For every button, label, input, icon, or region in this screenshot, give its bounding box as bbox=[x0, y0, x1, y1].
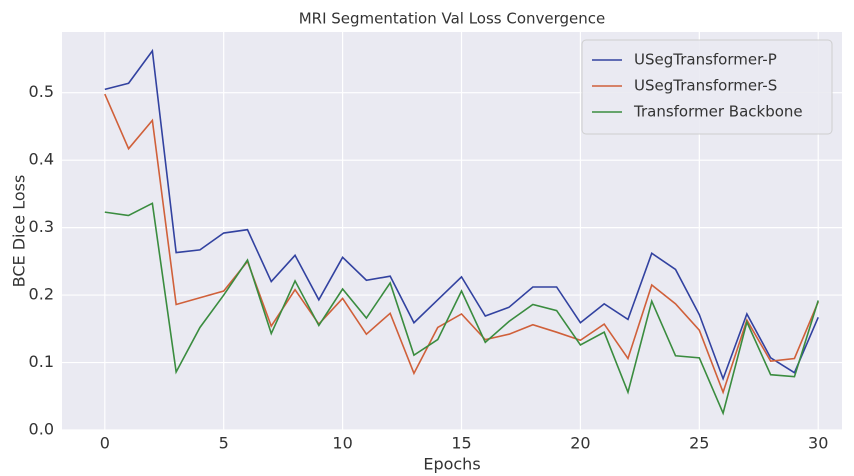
legend-box bbox=[581, 39, 833, 135]
y-tick-label: 0.1 bbox=[29, 352, 54, 371]
y-tick-label: 0.4 bbox=[29, 150, 54, 169]
x-tick-label: 25 bbox=[689, 434, 709, 453]
line bbox=[104, 48, 819, 382]
x-tick-label: 30 bbox=[808, 434, 828, 453]
y-tick-label: 0.3 bbox=[29, 217, 54, 236]
chart-title: MRI Segmentation Val Loss Convergence bbox=[299, 10, 606, 28]
y-tick-label: 0.2 bbox=[29, 285, 54, 304]
line bbox=[104, 93, 819, 395]
y-axis-label: BCE Dice Loss bbox=[10, 175, 29, 288]
legend-label: USegTransformer-S bbox=[634, 77, 777, 95]
x-tick-label: 15 bbox=[451, 434, 471, 453]
x-tick-label: 5 bbox=[219, 434, 229, 453]
x-tick-label: 0 bbox=[100, 434, 110, 453]
legend-label: USegTransformer-P bbox=[634, 51, 777, 69]
line bbox=[104, 202, 819, 416]
y-tick-label: 0.0 bbox=[29, 420, 54, 439]
x-axis-label: Epochs bbox=[423, 455, 480, 474]
x-tick-label: 10 bbox=[332, 434, 352, 453]
y-tick-label: 0.5 bbox=[29, 82, 54, 101]
legend-label: Transformer Backbone bbox=[633, 103, 803, 121]
x-tick-label: 20 bbox=[570, 434, 590, 453]
